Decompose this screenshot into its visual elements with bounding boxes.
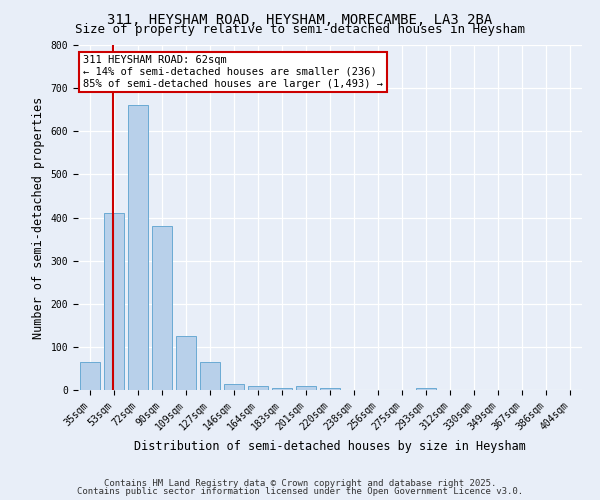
Text: Contains HM Land Registry data © Crown copyright and database right 2025.: Contains HM Land Registry data © Crown c…	[104, 478, 496, 488]
X-axis label: Distribution of semi-detached houses by size in Heysham: Distribution of semi-detached houses by …	[134, 440, 526, 453]
Bar	[104, 213, 124, 390]
Bar	[200, 362, 220, 390]
Y-axis label: Number of semi-detached properties: Number of semi-detached properties	[32, 96, 45, 338]
Text: Size of property relative to semi-detached houses in Heysham: Size of property relative to semi-detach…	[75, 22, 525, 36]
Bar	[296, 386, 316, 390]
Bar	[320, 388, 340, 390]
Text: Contains public sector information licensed under the Open Government Licence v3: Contains public sector information licen…	[77, 487, 523, 496]
Bar	[80, 362, 100, 390]
Bar	[176, 336, 196, 390]
Bar	[224, 384, 244, 390]
Bar	[128, 106, 148, 390]
Text: 311, HEYSHAM ROAD, HEYSHAM, MORECAMBE, LA3 2BA: 311, HEYSHAM ROAD, HEYSHAM, MORECAMBE, L…	[107, 12, 493, 26]
Bar	[152, 226, 172, 390]
Text: 311 HEYSHAM ROAD: 62sqm
← 14% of semi-detached houses are smaller (236)
85% of s: 311 HEYSHAM ROAD: 62sqm ← 14% of semi-de…	[83, 56, 383, 88]
Bar	[248, 386, 268, 390]
Bar	[416, 388, 436, 390]
Bar	[272, 388, 292, 390]
